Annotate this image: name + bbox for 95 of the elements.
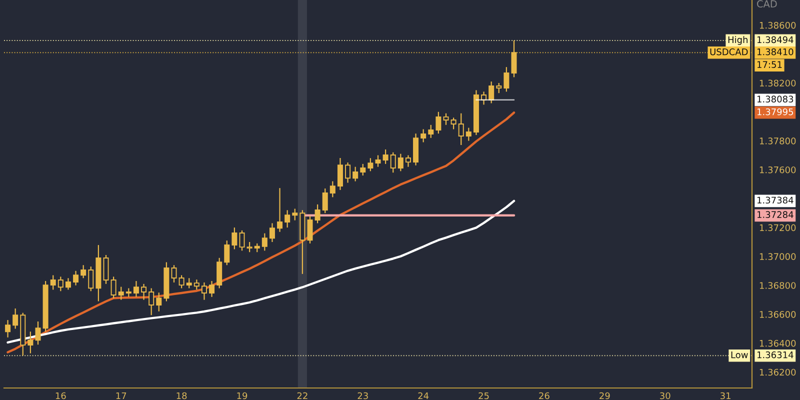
x-tick-label: 22 [297, 392, 308, 400]
candlestick [239, 230, 245, 252]
annotation: 1.38494 [757, 36, 794, 44]
candlestick [466, 127, 472, 142]
candlestick [88, 266, 94, 292]
candlestick [148, 288, 154, 316]
y-tick-label: 1.36600 [760, 311, 796, 318]
x-tick-label: 23 [358, 392, 368, 400]
x-tick-label: 19 [237, 392, 248, 400]
candlestick [156, 292, 162, 312]
y-tick-label: 1.37800 [760, 138, 796, 144]
x-tick-label: 24 [418, 392, 429, 400]
candlestick [171, 264, 177, 284]
candlestick [420, 128, 426, 143]
candlestick [307, 215, 313, 244]
candlestick [398, 153, 404, 172]
candlestick [65, 278, 71, 290]
candlestick [345, 162, 351, 184]
x-tick-label: 30 [660, 392, 670, 400]
annotation: 1.38083 [757, 96, 794, 103]
y-tick-label: 1.37600 [760, 166, 796, 174]
candlestick [504, 66, 510, 92]
candlestick [28, 331, 34, 354]
x-tick-label: 26 [539, 392, 550, 400]
candlestick [292, 208, 298, 221]
candlestick [186, 278, 192, 289]
y-tick-label: 1.38200 [760, 80, 796, 87]
candlestick [352, 166, 358, 182]
line-series [6, 200, 516, 344]
candlestick [368, 158, 374, 172]
candlestick [216, 257, 222, 289]
candlestick [194, 279, 200, 290]
candlestick [443, 112, 449, 126]
candlestick [232, 226, 238, 250]
annotation: 1.37384 [757, 196, 794, 204]
candlestick [262, 232, 268, 252]
candlestick [314, 204, 320, 224]
candlestick [390, 152, 396, 174]
candlestick [382, 148, 388, 164]
candlestick [405, 154, 411, 168]
candlestick [103, 254, 109, 284]
candlestick [284, 210, 290, 228]
candlestick [375, 154, 381, 168]
y-axis-title: CAD [757, 0, 777, 8]
text: 17:51 [757, 61, 782, 68]
candlestick [224, 240, 230, 266]
y-tick-label: 1.36200 [760, 368, 796, 376]
y-tick-label: 1.36800 [760, 282, 796, 289]
candlestick [330, 180, 336, 198]
candlestick [50, 274, 56, 290]
candlestick [496, 82, 502, 94]
candlestick [178, 274, 184, 289]
y-tick-label: 1.37200 [760, 224, 796, 232]
x-tick-label: 29 [600, 392, 610, 400]
ref-line-label: High [728, 36, 748, 45]
candlestick [322, 188, 328, 214]
y-tick-label: 1.37000 [760, 253, 796, 260]
candlestick [428, 124, 434, 138]
candlestick [58, 276, 64, 292]
x-tick-label: 31 [720, 392, 730, 400]
annotation: 1.38410 [757, 48, 794, 56]
y-tick-label: 1.38600 [760, 22, 796, 29]
candlestick [360, 163, 366, 176]
candlestick [141, 283, 147, 300]
x-tick-label: 18 [176, 392, 187, 400]
x-tick-label: 25 [478, 392, 489, 400]
candlestick [80, 264, 86, 279]
candlestick [110, 276, 116, 299]
candlestick [413, 133, 419, 166]
candlestick [73, 270, 79, 286]
candlestick [450, 117, 456, 130]
annotation: 1.36314 [757, 351, 794, 358]
annotation: 1.37995 [757, 108, 794, 116]
candlestick [269, 222, 275, 243]
line-series [6, 112, 516, 354]
candlestick [246, 241, 252, 253]
candlestick [488, 80, 494, 104]
candlestick [5, 320, 11, 338]
x-tick-label: 17 [116, 392, 126, 400]
candlestick [436, 111, 442, 134]
candlestick [209, 280, 215, 298]
candlestick [337, 157, 343, 191]
candlestick [458, 112, 464, 146]
candlestick [133, 280, 139, 298]
candlestick [511, 40, 517, 78]
x-tick-label: 16 [56, 392, 66, 400]
candlestick [118, 286, 124, 300]
candlestick [277, 188, 283, 232]
y-tick-label: 1.36400 [760, 340, 796, 347]
candlestick [35, 320, 41, 346]
candlestick [12, 308, 18, 330]
annotation: 1.37284 [757, 211, 794, 218]
ref-line-label: Low [731, 352, 748, 358]
ref-line-label: USDCAD [710, 48, 748, 56]
candlestick [201, 282, 207, 300]
